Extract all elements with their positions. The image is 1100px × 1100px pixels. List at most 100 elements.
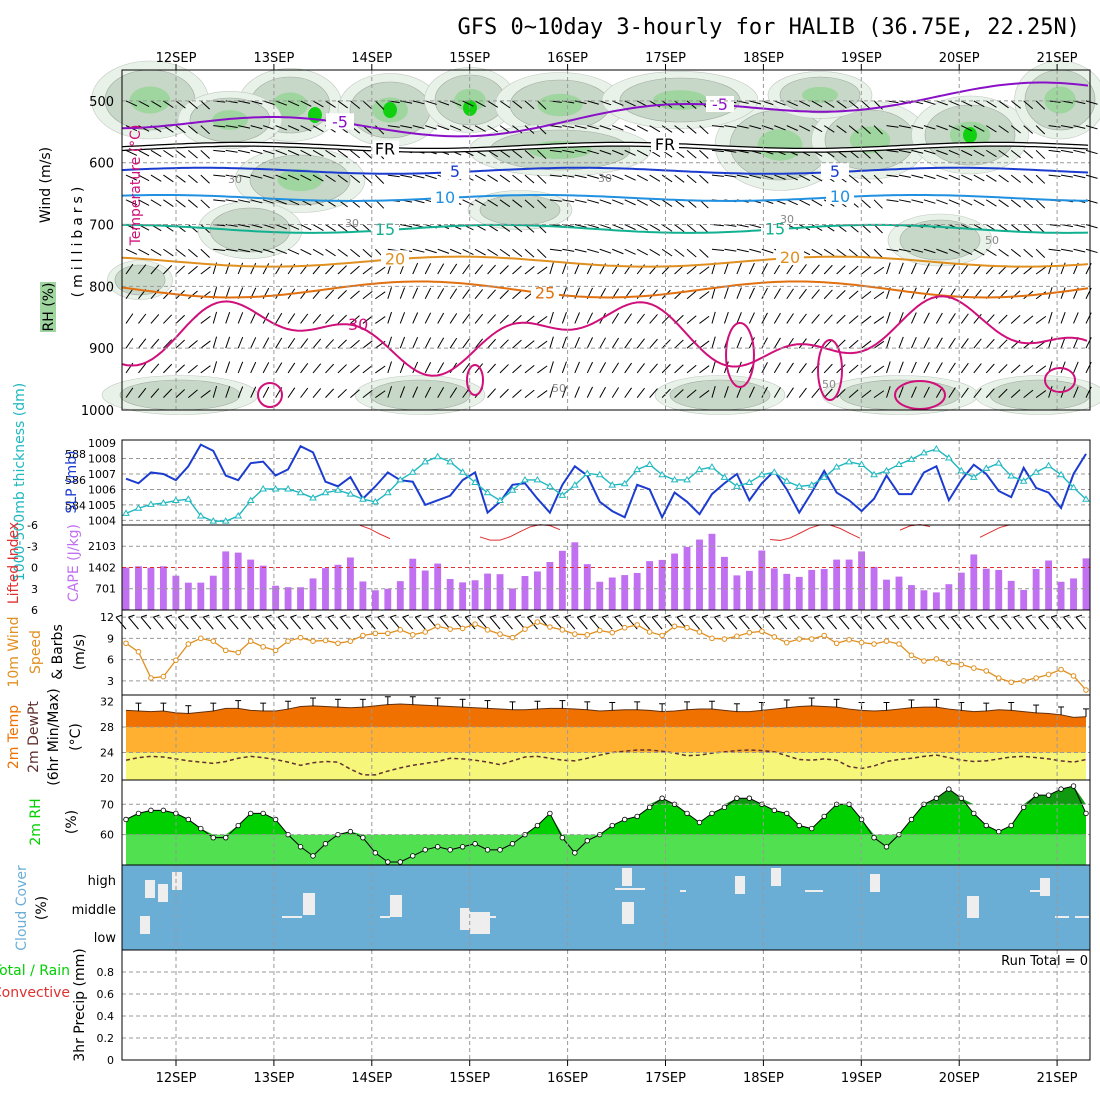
- wind-barb: [587, 174, 599, 179]
- wind-barb: [751, 616, 763, 630]
- isotherm-label: FR: [375, 139, 395, 158]
- wind-speed-point: [759, 628, 765, 635]
- thickness-point: [546, 482, 554, 489]
- label-wind10: 10m Wind: [6, 616, 22, 687]
- wind-barb: [836, 265, 846, 275]
- wind-speed-point: [372, 630, 379, 637]
- wind-barb: [374, 125, 385, 135]
- wind-barb: [1073, 312, 1079, 324]
- wind-barb: [412, 386, 419, 398]
- wind-barb: [399, 312, 406, 324]
- wind-barb: [910, 337, 917, 349]
- wind-barb: [275, 199, 287, 205]
- wind-barb: [948, 174, 961, 181]
- wind-barb: [125, 174, 138, 181]
- wind-barb: [1023, 266, 1034, 275]
- cape-bar: [696, 539, 703, 610]
- wind-speed-point: [335, 640, 341, 647]
- isotherm-label-bg: [441, 163, 469, 180]
- rh-point: [584, 838, 590, 844]
- rh-point: [260, 810, 266, 817]
- wind-barb: [674, 174, 685, 183]
- wind-barb: [512, 339, 522, 349]
- wind-barb: [811, 313, 820, 324]
- rh-50-region: [899, 219, 981, 261]
- wind-barb: [985, 388, 995, 398]
- wind-barb: [748, 337, 755, 349]
- wind-barb: [499, 125, 511, 133]
- wind-barb: [985, 199, 997, 207]
- wind-barb: [487, 363, 496, 374]
- thickness-point: [122, 509, 130, 516]
- cape-bar: [608, 577, 616, 610]
- wind-barb: [561, 361, 567, 374]
- rh-point: [821, 813, 827, 820]
- cape-bar: [184, 582, 192, 610]
- wind-barb-flag: [277, 614, 285, 618]
- isotherm-label: 30: [348, 315, 368, 334]
- wind-barb: [886, 174, 899, 178]
- isotherm-label: FR: [655, 135, 675, 154]
- wind-barb: [240, 616, 252, 630]
- wind-barb-flag: [178, 614, 185, 618]
- thickness-point: [1007, 472, 1016, 479]
- wind-barb: [262, 386, 270, 398]
- wind-barb: [901, 616, 912, 630]
- wind-speed-point: [908, 652, 915, 659]
- wind-barb: [175, 174, 186, 183]
- cape-bar: [820, 569, 828, 610]
- wind-barb-flag: [489, 614, 497, 618]
- wind-barb: [661, 248, 673, 257]
- wind-barb: [300, 125, 312, 132]
- wind-barb: [163, 265, 173, 275]
- thickness-point: [271, 484, 280, 492]
- thickness-point: [346, 490, 355, 497]
- thickness-point: [1019, 477, 1028, 484]
- wind-barb-flag: [452, 614, 459, 618]
- wind-barb: [499, 314, 509, 324]
- cape-bar: [509, 588, 516, 610]
- wind-barb: [275, 263, 283, 275]
- wind-barb: [798, 387, 807, 398]
- wind-barb: [312, 174, 324, 182]
- wind-barb: [686, 224, 697, 233]
- rh-point: [871, 834, 877, 841]
- isotherm-label-bg: [371, 221, 399, 238]
- wind-barb: [138, 338, 147, 349]
- pressure-tick-label: 500: [89, 95, 114, 110]
- li-tick-label: -3: [27, 540, 38, 553]
- wind-barb: [1038, 616, 1049, 630]
- wind-speed-point: [235, 649, 242, 656]
- wind-barb: [935, 312, 943, 324]
- wind-barb: [1048, 125, 1061, 128]
- wind-barb: [337, 388, 347, 398]
- wind-speed-point: [995, 675, 1002, 681]
- wind-barb: [165, 616, 177, 630]
- cape-bar: [808, 569, 816, 610]
- wind-barb: [474, 264, 484, 275]
- slp-line: [125, 443, 1087, 520]
- cape-bar: [1045, 560, 1053, 610]
- wind-barb: [238, 199, 251, 203]
- wind-barb: [1060, 149, 1073, 153]
- wind-barb: [961, 248, 973, 255]
- wind-barb: [200, 199, 210, 209]
- wind-barb: [425, 248, 437, 254]
- wind-barb: [424, 312, 432, 324]
- cape-bar: [1007, 580, 1015, 610]
- wind-barb: [861, 389, 872, 399]
- thickness-point: [944, 454, 953, 461]
- wind-barb: [773, 362, 781, 374]
- wind-barb: [639, 616, 651, 630]
- wind-barb: [823, 125, 835, 133]
- wind-barb: [973, 248, 985, 256]
- wind-barb: [275, 125, 287, 131]
- cape-bar: [795, 576, 803, 610]
- wind-barb-flag: [153, 614, 160, 618]
- wind-barb: [350, 290, 360, 300]
- cape-bar: [272, 585, 280, 610]
- wind-speed-point: [734, 633, 740, 640]
- wind-barb: [1035, 315, 1047, 324]
- cape-bar: [346, 557, 354, 610]
- wind-barb: [661, 388, 671, 398]
